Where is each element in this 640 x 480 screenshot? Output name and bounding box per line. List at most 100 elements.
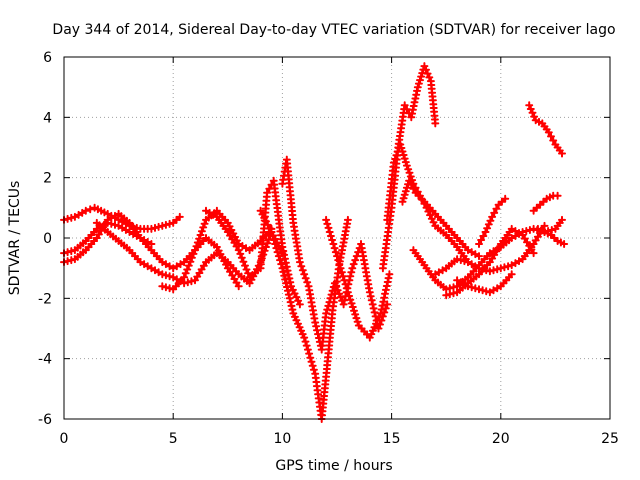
data-point xyxy=(560,240,569,248)
series-arc-a xyxy=(60,203,184,233)
data-point xyxy=(398,197,407,206)
data-series-group xyxy=(60,62,569,423)
data-point xyxy=(303,278,312,287)
data-point xyxy=(268,232,277,240)
x-tick-label: 20 xyxy=(492,431,510,447)
data-point xyxy=(323,305,332,314)
x-tick-label: 25 xyxy=(601,431,619,447)
x-tick-label: 15 xyxy=(383,431,401,447)
data-point xyxy=(175,212,184,221)
data-point xyxy=(341,280,350,289)
data-point xyxy=(417,72,426,81)
data-point xyxy=(295,258,304,267)
series-arc-i xyxy=(322,215,394,342)
data-point xyxy=(351,310,360,319)
data-point xyxy=(322,215,331,224)
data-point xyxy=(492,204,501,213)
data-point xyxy=(298,266,307,275)
data-point xyxy=(267,228,276,236)
data-point xyxy=(339,272,348,281)
data-point xyxy=(334,256,343,265)
y-tick-label: 0 xyxy=(43,231,52,247)
data-point xyxy=(348,303,357,311)
data-point xyxy=(475,240,483,248)
data-point xyxy=(172,215,181,224)
x-tick-label: 0 xyxy=(60,431,69,447)
data-point xyxy=(494,200,503,209)
data-point xyxy=(547,231,555,239)
data-point xyxy=(325,228,334,236)
data-point xyxy=(277,260,286,269)
data-point xyxy=(549,136,558,145)
data-point xyxy=(326,294,335,303)
series-arc-d xyxy=(92,218,287,288)
data-point xyxy=(301,274,310,283)
data-point xyxy=(303,345,312,354)
data-point xyxy=(383,300,392,309)
data-point xyxy=(86,205,95,214)
data-point xyxy=(306,353,315,362)
data-point xyxy=(539,197,548,206)
data-point xyxy=(329,240,338,248)
data-point xyxy=(475,252,483,261)
data-point xyxy=(340,276,349,285)
data-point xyxy=(330,244,339,253)
series-arc-n xyxy=(431,221,549,279)
data-point xyxy=(272,244,281,253)
data-point xyxy=(269,236,278,244)
data-point xyxy=(497,197,506,206)
data-point xyxy=(351,256,360,265)
chart-title: Day 344 of 2014, Sidereal Day-to-day VTE… xyxy=(52,22,615,38)
data-point xyxy=(343,215,352,224)
data-point xyxy=(244,269,253,278)
axis-ticks xyxy=(63,56,611,420)
data-point xyxy=(236,249,245,258)
data-point xyxy=(186,257,195,266)
data-point xyxy=(333,252,341,261)
data-point xyxy=(547,132,555,141)
data-point xyxy=(550,234,559,242)
y-tick-label: -2 xyxy=(38,291,52,307)
data-point xyxy=(302,341,311,350)
data-point xyxy=(525,226,534,234)
data-point xyxy=(352,252,361,261)
data-point xyxy=(324,223,333,232)
y-tick-label: 2 xyxy=(43,171,52,187)
data-point xyxy=(297,262,306,271)
data-point xyxy=(402,105,411,114)
data-point xyxy=(335,260,344,269)
data-point xyxy=(488,212,497,221)
data-point xyxy=(409,184,418,193)
data-point xyxy=(271,240,280,248)
data-point xyxy=(273,248,282,257)
data-point xyxy=(343,288,352,297)
data-point xyxy=(327,290,336,299)
data-point xyxy=(307,357,316,366)
y-axis-label: SDTVAR / TECUs xyxy=(7,181,23,296)
data-point xyxy=(348,264,357,273)
data-point xyxy=(414,79,423,88)
data-point xyxy=(374,324,383,333)
data-point xyxy=(350,306,358,315)
data-point xyxy=(529,249,538,258)
data-point xyxy=(431,119,440,128)
x-axis-label: GPS time / hours xyxy=(275,458,392,474)
data-point xyxy=(308,361,317,370)
y-tick-label: 4 xyxy=(43,110,52,126)
data-point xyxy=(274,252,283,261)
data-point xyxy=(81,206,90,215)
data-point xyxy=(300,270,309,279)
data-point xyxy=(416,76,424,85)
data-point xyxy=(324,301,333,310)
series-arc-q xyxy=(475,194,510,248)
data-point xyxy=(401,187,410,196)
x-tick-label: 5 xyxy=(169,431,178,447)
data-point xyxy=(397,144,406,152)
data-point xyxy=(326,232,335,240)
data-point xyxy=(353,317,362,326)
data-point xyxy=(400,154,409,163)
series-arc-s xyxy=(529,191,562,215)
data-point xyxy=(241,261,249,270)
data-point xyxy=(532,203,541,212)
